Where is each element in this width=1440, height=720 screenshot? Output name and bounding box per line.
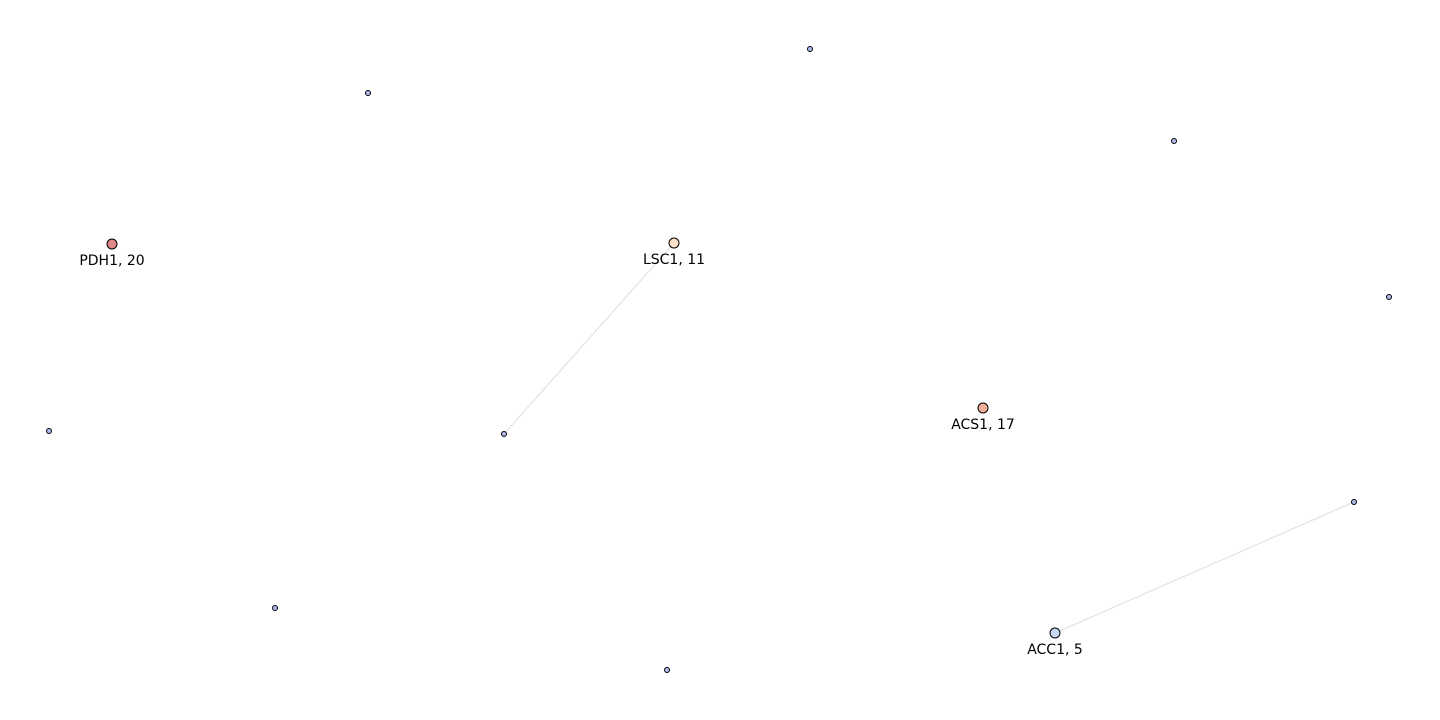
node-label-ACS1: ACS1, 17: [951, 417, 1015, 433]
labels-layer: PDH1, 20 LSC1, 11 ACS1, 17 ACC1, 5: [79, 252, 1082, 658]
node-n6: [1386, 294, 1392, 300]
node-n4: [501, 431, 507, 437]
edges-layer: [503, 242, 1355, 634]
node-label-LSC1: LSC1, 11: [643, 252, 705, 268]
edge-LSC1-n4: [503, 242, 675, 435]
node-label-ACC1: ACC1, 5: [1027, 642, 1083, 658]
edge-ACC1-n9: [1054, 501, 1355, 634]
node-label-PDH1: PDH1, 20: [79, 253, 144, 269]
node-ACS1: [977, 402, 989, 414]
node-PDH1: [106, 238, 118, 250]
node-n2: [807, 46, 813, 52]
node-n3: [1171, 138, 1177, 144]
node-n9: [1351, 499, 1357, 505]
node-n8: [664, 667, 670, 673]
node-n5: [46, 428, 52, 434]
node-n7: [272, 605, 278, 611]
node-n1: [365, 90, 371, 96]
node-ACC1: [1049, 627, 1061, 639]
node-LSC1: [668, 237, 680, 249]
nodes-layer: [46, 46, 1392, 673]
